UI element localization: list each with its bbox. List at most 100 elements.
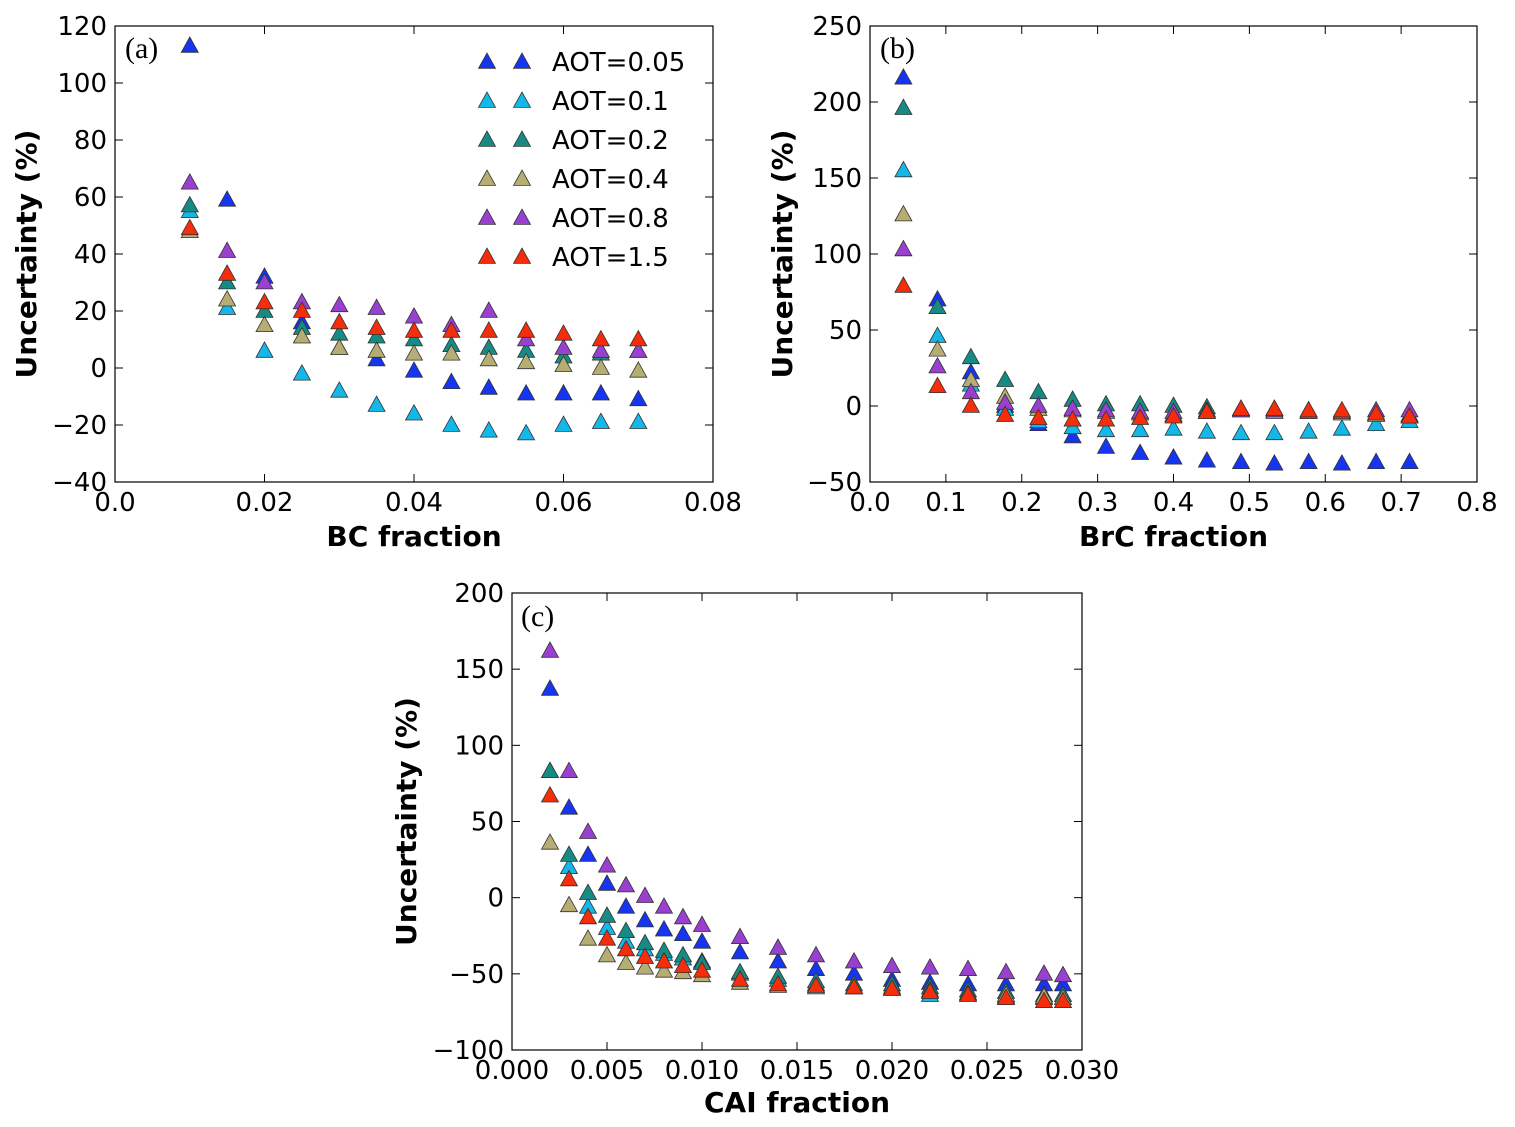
data-point — [516, 383, 536, 401]
y-tick-label: 40 — [74, 240, 107, 270]
data-point — [255, 292, 274, 310]
y-tick-label: 150 — [454, 655, 504, 685]
data-point — [330, 295, 349, 313]
data-point — [255, 272, 274, 290]
data-point — [442, 372, 461, 390]
data-point — [616, 897, 636, 914]
data-point — [635, 957, 655, 975]
y-tick-label: 120 — [57, 12, 107, 42]
data-point — [479, 420, 498, 438]
data-point — [806, 976, 826, 993]
data-point — [292, 363, 312, 381]
data-point — [673, 924, 693, 941]
data-point — [479, 301, 498, 318]
data-point — [540, 641, 560, 658]
x-tick-label: 0.005 — [570, 1056, 644, 1086]
data-point — [616, 921, 636, 938]
data-point — [404, 306, 424, 324]
x-tick-label: 0.08 — [684, 488, 742, 518]
data-point — [768, 974, 788, 992]
data-point — [806, 945, 826, 963]
x-tick-label: 0.4 — [1153, 488, 1194, 518]
data-point — [591, 329, 611, 347]
y-tick-label: 0 — [845, 392, 862, 422]
data-point — [1197, 402, 1217, 419]
series-aot-1-5 — [180, 218, 648, 347]
legend-label: AOT=0.8 — [552, 204, 669, 234]
y-axis-label: Uncertainty (%) — [766, 130, 799, 379]
data-point — [1231, 423, 1251, 441]
legend-label: AOT=0.4 — [552, 165, 669, 195]
x-tick-label: 0.5 — [1229, 488, 1270, 518]
data-point — [1265, 399, 1284, 416]
series-aot-0-4 — [540, 833, 1073, 1005]
data-point — [1400, 452, 1419, 470]
data-point — [1265, 423, 1284, 441]
series-aot-0-8 — [180, 172, 648, 358]
data-point — [882, 956, 902, 973]
data-point — [554, 355, 573, 372]
data-point — [1197, 422, 1217, 439]
data-point — [1366, 452, 1386, 470]
data-point — [730, 942, 750, 960]
data-point — [367, 341, 386, 358]
legend-marker — [512, 52, 532, 69]
data-point — [217, 190, 237, 207]
y-tick-label: −20 — [52, 411, 107, 441]
y-tick-label: 200 — [812, 88, 862, 118]
data-point — [928, 339, 947, 357]
y-tick-label: 0 — [487, 884, 504, 914]
series-aot-0-8 — [540, 641, 1073, 983]
data-point — [894, 98, 913, 115]
data-point — [516, 352, 536, 370]
data-point — [404, 403, 424, 421]
data-point — [597, 906, 617, 923]
data-point — [692, 932, 712, 949]
x-axis-label: CAI fraction — [704, 1086, 890, 1119]
data-point — [996, 988, 1016, 1005]
panel-tag: (c) — [521, 600, 554, 633]
x-tick-label: 0.02 — [236, 488, 294, 518]
data-point — [1164, 406, 1183, 424]
data-point — [180, 172, 199, 190]
data-point — [616, 939, 636, 957]
data-point — [1164, 447, 1183, 465]
data-point — [180, 218, 199, 236]
series-aot-1-5 — [540, 785, 1073, 1008]
data-point — [292, 301, 312, 318]
data-point — [217, 298, 237, 315]
data-point — [1034, 991, 1054, 1008]
y-tick-label: 100 — [454, 731, 504, 761]
data-point — [217, 241, 237, 258]
data-point — [540, 785, 560, 803]
data-point — [928, 376, 947, 394]
data-point — [559, 798, 579, 815]
data-point — [616, 953, 636, 970]
data-point — [844, 977, 864, 995]
data-point — [673, 907, 693, 925]
data-point — [995, 405, 1015, 422]
legend-marker — [512, 91, 532, 108]
data-point — [516, 321, 536, 338]
y-tick-label: −40 — [52, 468, 107, 498]
series-aot-1-5 — [894, 276, 1419, 427]
data-point — [894, 160, 913, 178]
data-point — [894, 67, 913, 85]
data-point — [554, 324, 573, 341]
data-point — [1063, 426, 1082, 444]
data-point — [591, 341, 611, 358]
data-point — [995, 370, 1015, 387]
data-point — [894, 204, 913, 222]
data-point — [404, 321, 424, 338]
x-tick-label: 0.2 — [1001, 488, 1042, 518]
data-point — [578, 907, 598, 925]
x-tick-label: 0.8 — [1456, 488, 1497, 518]
data-point — [180, 36, 199, 53]
data-point — [330, 381, 349, 398]
data-point — [559, 895, 579, 913]
data-point — [540, 761, 560, 778]
data-point — [540, 833, 560, 850]
data-point — [629, 412, 648, 429]
y-tick-label: 150 — [812, 164, 862, 194]
data-point — [961, 396, 981, 413]
